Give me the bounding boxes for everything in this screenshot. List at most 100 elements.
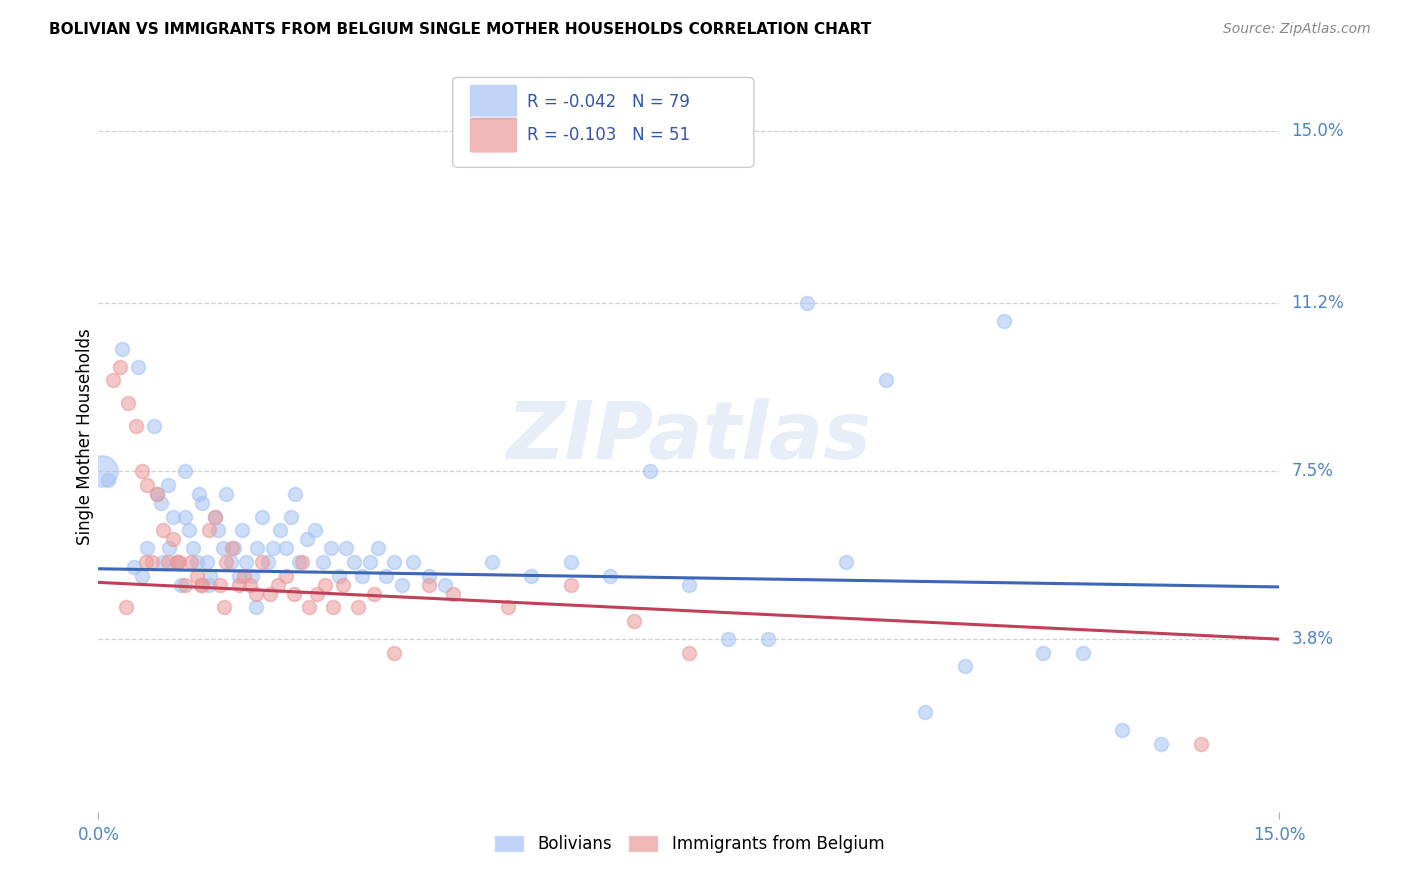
- Point: [250, 509, 273, 524]
- Point: [1150, 737, 1173, 751]
- Text: 15.0%: 15.0%: [1291, 121, 1344, 139]
- Point: [418, 568, 440, 582]
- Point: [197, 523, 219, 537]
- Point: [174, 509, 197, 524]
- Point: [267, 577, 290, 591]
- Point: [142, 418, 165, 433]
- Point: [1032, 646, 1054, 660]
- Point: [146, 487, 169, 501]
- Point: [560, 577, 582, 591]
- Point: [274, 541, 297, 556]
- Point: [191, 577, 214, 591]
- Point: [166, 555, 188, 569]
- Point: [170, 577, 193, 591]
- Point: [186, 555, 208, 569]
- Point: [228, 577, 250, 591]
- FancyBboxPatch shape: [453, 78, 754, 168]
- Point: [209, 577, 232, 591]
- Point: [135, 555, 157, 569]
- Point: [211, 541, 233, 556]
- Point: [117, 396, 139, 410]
- Point: [152, 523, 174, 537]
- Text: BOLIVIAN VS IMMIGRANTS FROM BELGIUM SINGLE MOTHER HOUSEHOLDS CORRELATION CHART: BOLIVIAN VS IMMIGRANTS FROM BELGIUM SING…: [49, 22, 872, 37]
- Point: [367, 541, 389, 556]
- Point: [256, 555, 278, 569]
- FancyBboxPatch shape: [470, 84, 517, 120]
- Point: [288, 555, 311, 569]
- Point: [678, 646, 700, 660]
- Point: [157, 541, 180, 556]
- Point: [97, 473, 120, 487]
- Text: R = -0.042   N = 79: R = -0.042 N = 79: [527, 93, 690, 112]
- Point: [352, 568, 374, 582]
- Point: [259, 587, 281, 601]
- Point: [262, 541, 284, 556]
- Point: [623, 614, 645, 628]
- Point: [166, 555, 188, 569]
- Text: 3.8%: 3.8%: [1291, 630, 1333, 648]
- Point: [239, 577, 262, 591]
- Point: [274, 568, 297, 582]
- Point: [796, 296, 818, 310]
- Point: [678, 577, 700, 591]
- Point: [1071, 646, 1094, 660]
- Point: [214, 600, 236, 615]
- Point: [127, 359, 149, 374]
- Point: [219, 555, 242, 569]
- Point: [177, 523, 200, 537]
- Point: [162, 509, 184, 524]
- Point: [246, 541, 269, 556]
- Point: [191, 496, 214, 510]
- Point: [363, 587, 385, 601]
- Text: R = -0.103   N = 51: R = -0.103 N = 51: [527, 126, 690, 145]
- Point: [204, 509, 226, 524]
- Point: [215, 487, 238, 501]
- Point: [1189, 737, 1212, 751]
- Point: [111, 342, 134, 356]
- Point: [235, 555, 257, 569]
- Point: [304, 523, 326, 537]
- Point: [312, 555, 335, 569]
- Point: [181, 541, 204, 556]
- Point: [174, 577, 197, 591]
- Point: [638, 464, 661, 478]
- Point: [195, 555, 218, 569]
- Point: [190, 577, 212, 591]
- Point: [122, 559, 145, 574]
- Point: [233, 568, 256, 582]
- Point: [228, 568, 250, 582]
- Point: [115, 600, 138, 615]
- Point: [298, 600, 321, 615]
- Point: [174, 464, 197, 478]
- Point: [520, 568, 543, 582]
- Point: [496, 600, 519, 615]
- Point: [322, 600, 344, 615]
- Text: 11.2%: 11.2%: [1291, 294, 1344, 312]
- Point: [359, 555, 381, 569]
- Point: [156, 477, 179, 491]
- Point: [993, 314, 1015, 328]
- Point: [167, 555, 190, 569]
- Point: [131, 568, 153, 582]
- Point: [136, 477, 159, 491]
- Point: [131, 464, 153, 478]
- Point: [250, 555, 273, 569]
- Point: [269, 523, 291, 537]
- Point: [875, 373, 897, 387]
- Y-axis label: Single Mother Households: Single Mother Households: [76, 329, 94, 545]
- Point: [150, 496, 173, 510]
- Point: [280, 509, 302, 524]
- Point: [599, 568, 621, 582]
- Point: [914, 705, 936, 719]
- Point: [152, 555, 174, 569]
- Point: [283, 587, 305, 601]
- Point: [215, 555, 238, 569]
- Point: [319, 541, 342, 556]
- Point: [560, 555, 582, 569]
- Point: [433, 577, 456, 591]
- Point: [245, 587, 267, 601]
- Point: [347, 600, 370, 615]
- Point: [418, 577, 440, 591]
- Text: ZIPatlas: ZIPatlas: [506, 398, 872, 476]
- Point: [156, 555, 179, 569]
